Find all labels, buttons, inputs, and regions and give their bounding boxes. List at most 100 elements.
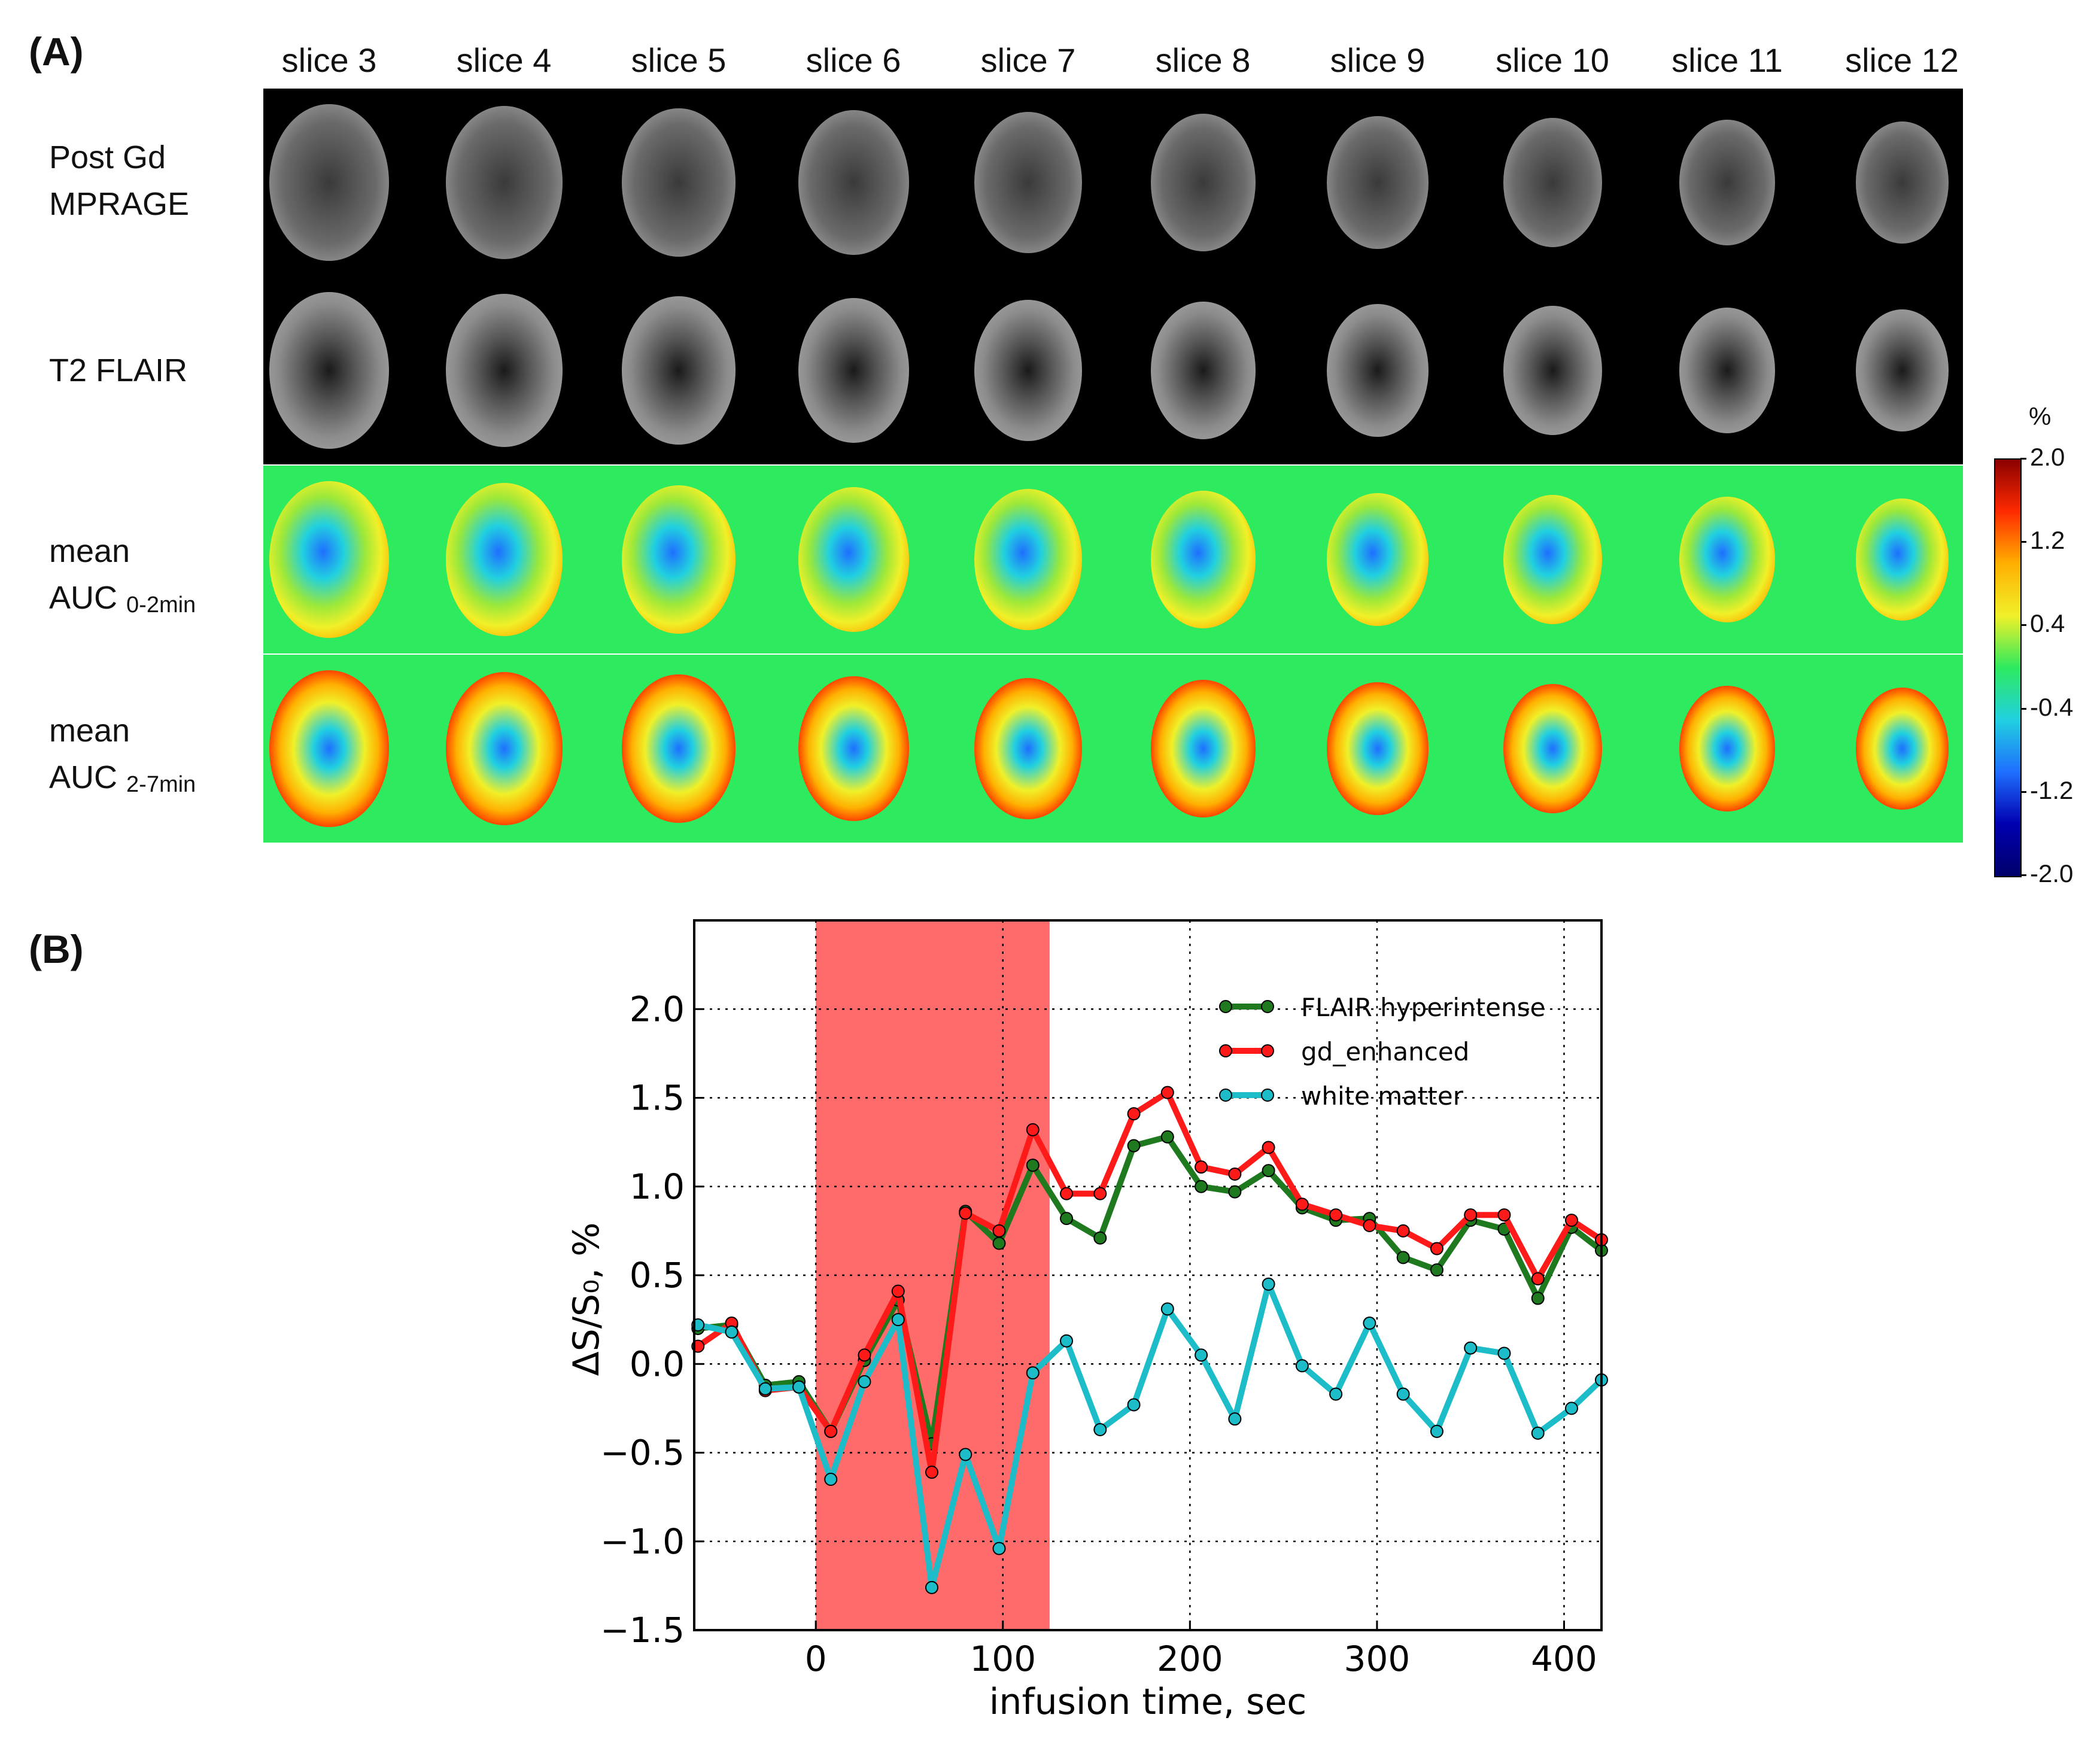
colorbar-tick: [2020, 541, 2026, 543]
data-point: [1160, 1086, 1174, 1099]
legend-marker: [1219, 1044, 1232, 1057]
colorbar-tick: [2020, 791, 2026, 793]
legend-marker: [1261, 1089, 1274, 1102]
brain-slice-image: [269, 292, 389, 449]
data-point: [1228, 1167, 1242, 1181]
legend-marker: [1219, 1089, 1232, 1102]
data-point: [858, 1348, 871, 1362]
data-point: [1026, 1366, 1040, 1380]
panel-b-label: (B): [29, 927, 84, 971]
brain-slice-image: [622, 296, 736, 445]
data-point: [1262, 1277, 1275, 1291]
data-point: [1430, 1242, 1443, 1256]
brain-slice-image: [1150, 302, 1256, 439]
brain-slice-image: [1679, 308, 1775, 433]
y-tick-label: 1.5: [630, 1078, 685, 1118]
brain-slice-image: [1327, 303, 1429, 437]
y-tick-label: −1.0: [600, 1521, 685, 1562]
brain-slice-image: [974, 300, 1082, 441]
legend-marker: [1219, 1000, 1232, 1013]
data-point: [1262, 1164, 1275, 1178]
data-point: [1262, 1141, 1275, 1154]
data-point: [1464, 1341, 1478, 1355]
slice-label-8: slice 10: [1496, 41, 1609, 79]
brain-slice-image: [269, 104, 389, 261]
data-point: [925, 1466, 938, 1479]
brain-slice-image: [798, 487, 909, 633]
legend-label-2: white matter: [1301, 1081, 1464, 1111]
data-point: [1564, 1214, 1578, 1227]
brain-slice-image: [798, 297, 909, 443]
brain-slice-image: [1150, 680, 1256, 817]
brain-slice-image: [1679, 120, 1775, 245]
data-point: [1195, 1180, 1208, 1193]
y-tick-label: −1.5: [600, 1610, 685, 1650]
slice-label-3: slice 5: [631, 41, 727, 79]
colorbar-tick: [2020, 707, 2026, 710]
data-point: [1430, 1424, 1443, 1438]
data-point: [1531, 1291, 1545, 1305]
data-point: [725, 1325, 739, 1339]
data-point: [1497, 1346, 1511, 1360]
slice-label-1: slice 3: [281, 41, 377, 79]
data-point: [891, 1284, 905, 1298]
data-point: [1497, 1208, 1511, 1222]
data-point: [1228, 1185, 1242, 1199]
x-axis-label: infusion time, sec: [989, 1681, 1306, 1723]
brain-slice-image: [798, 110, 909, 256]
data-point: [824, 1424, 838, 1438]
legend-label-1: gd_enhanced: [1301, 1037, 1469, 1066]
x-tick-label: 200: [1157, 1638, 1223, 1679]
colorbar-tick: [2020, 624, 2026, 627]
brain-slice-image: [622, 485, 736, 634]
data-point: [1093, 1187, 1107, 1200]
data-point: [992, 1224, 1006, 1238]
colorbar-tick-label: 2.0: [2030, 443, 2065, 471]
brain-slice-image: [798, 676, 909, 822]
colorbar-tick-label: 0.4: [2030, 609, 2065, 638]
data-point: [792, 1380, 806, 1394]
data-point: [1195, 1160, 1208, 1174]
data-point: [959, 1206, 972, 1220]
slice-label-9: slice 11: [1672, 41, 1783, 79]
data-point: [1531, 1426, 1545, 1440]
data-point: [992, 1542, 1006, 1555]
data-point: [1329, 1387, 1343, 1401]
row-label-auc-0-2min: mean AUC 0-2min: [49, 533, 196, 618]
brain-slice-image: [1679, 686, 1775, 811]
row-label-auc-2-7min: mean AUC 2-7min: [49, 713, 196, 797]
y-tick-label: 2.0: [630, 989, 685, 1029]
data-point: [758, 1382, 772, 1396]
data-point: [992, 1236, 1006, 1250]
colorbar-unit: %: [2029, 402, 2052, 430]
brain-slice-image: [1327, 682, 1429, 816]
data-point: [1060, 1212, 1074, 1226]
x-tick-label: 300: [1344, 1638, 1411, 1679]
y-axis-label: ΔS/S₀, %: [566, 1223, 607, 1376]
brain-slice-image: [1503, 305, 1602, 436]
x-tick-label: 100: [970, 1638, 1036, 1679]
data-point: [1228, 1412, 1242, 1426]
brain-slice-image: [1327, 115, 1429, 250]
brain-slice-image: [445, 294, 563, 447]
data-point: [1295, 1197, 1309, 1211]
brain-slice-image: [1150, 114, 1256, 251]
data-point: [1430, 1263, 1443, 1277]
data-point: [1160, 1130, 1174, 1144]
data-point: [1060, 1334, 1074, 1348]
brain-slice-image: [269, 670, 389, 827]
series-line-1: [696, 1089, 1603, 1476]
row-label-post-gd-mprage: Post Gd MPRAGE: [49, 139, 190, 222]
brain-slice-image: [1503, 683, 1602, 814]
data-point: [1329, 1208, 1343, 1222]
brain-slice-image: [1679, 497, 1775, 622]
data-point: [1127, 1139, 1141, 1153]
brain-slice-image: [1855, 309, 1949, 431]
brain-slice-image: [974, 678, 1082, 819]
data-point: [925, 1580, 938, 1594]
slice-label-6: slice 8: [1155, 41, 1251, 79]
data-point: [824, 1472, 838, 1486]
data-point: [1295, 1359, 1309, 1373]
data-point: [1363, 1218, 1376, 1232]
